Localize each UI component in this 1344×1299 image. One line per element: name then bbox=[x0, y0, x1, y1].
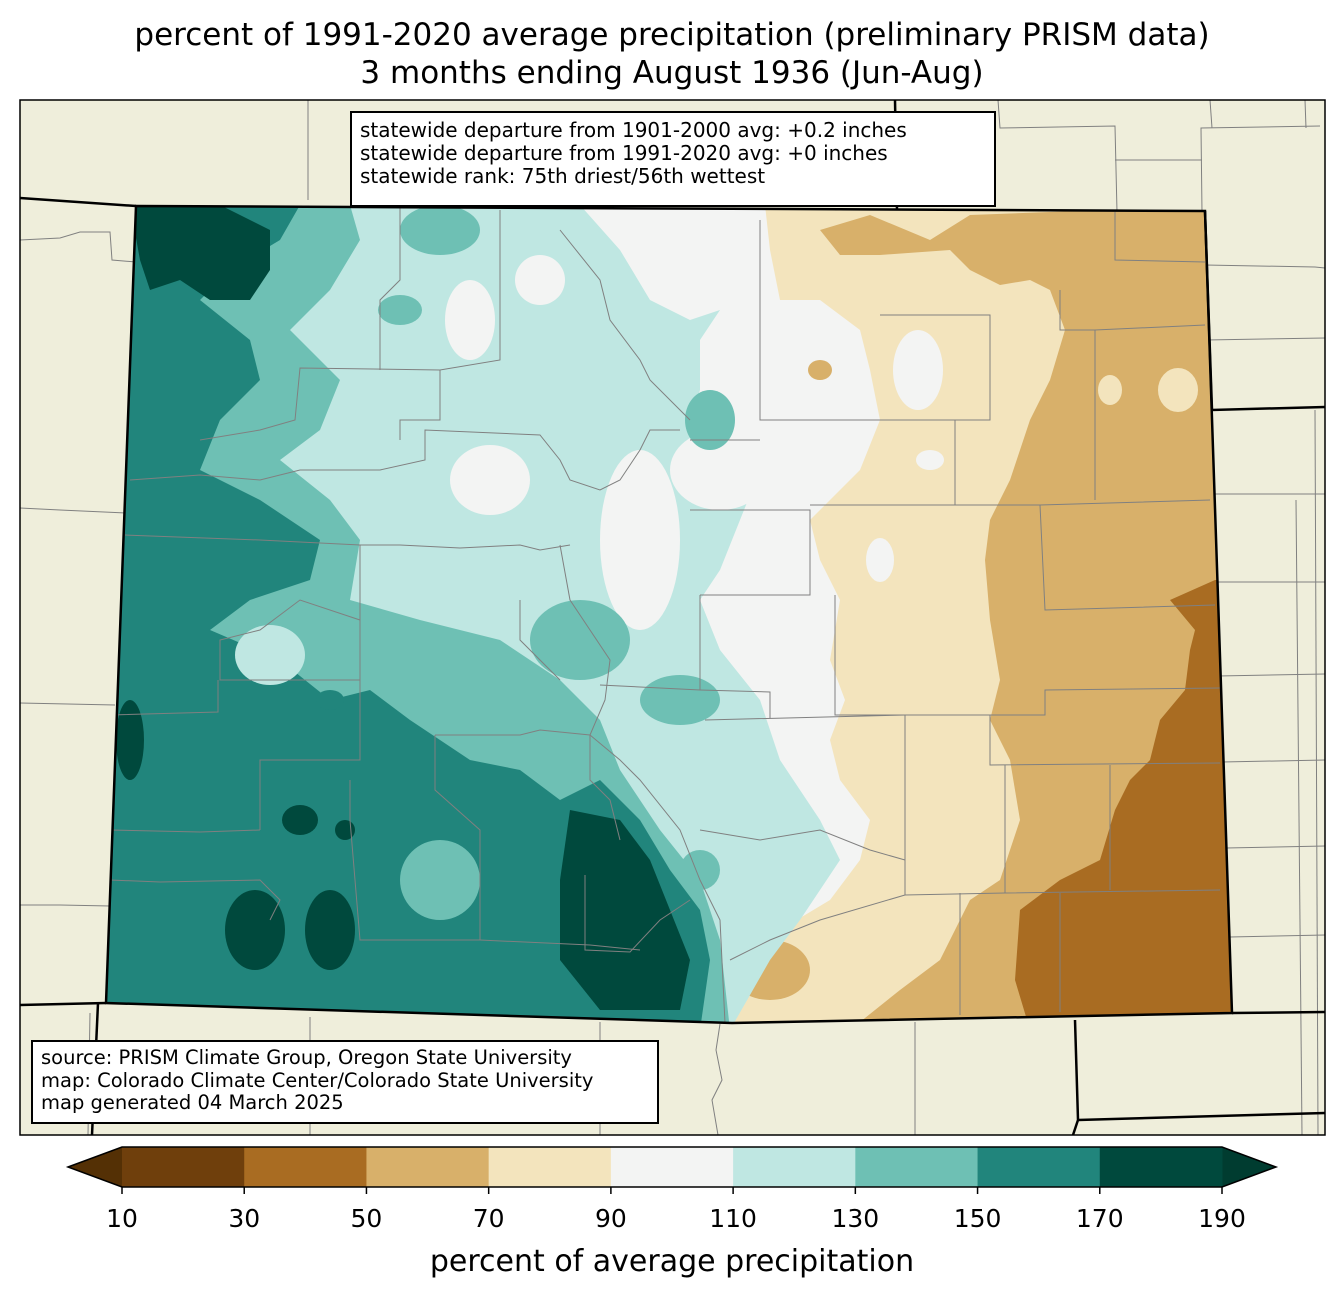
colorbar-swatch bbox=[366, 1147, 490, 1187]
colorbar-tick-label: 50 bbox=[350, 1204, 383, 1233]
state-borders bbox=[20, 100, 1325, 1135]
colorbar-tick-label: 10 bbox=[106, 1204, 138, 1233]
colorbar-tick-label: 130 bbox=[831, 1204, 880, 1233]
colorbar-swatch bbox=[855, 1147, 979, 1187]
colorbar-swatch bbox=[610, 1147, 734, 1187]
county-lines bbox=[109, 206, 1221, 1023]
colorbar-swatch bbox=[122, 1147, 245, 1187]
map-frame bbox=[19, 99, 1326, 1136]
colorbar-tick-label: 110 bbox=[709, 1204, 757, 1233]
colorbar-swatch bbox=[488, 1147, 612, 1187]
colorbar-tick-label: 150 bbox=[953, 1204, 1002, 1233]
colorbar-tick-label: 90 bbox=[594, 1204, 627, 1233]
source-line-2: map: Colorado Climate Center/Colorado St… bbox=[41, 1068, 594, 1092]
stats-line-1: statewide departure from 1901-2000 avg: … bbox=[360, 118, 907, 142]
colorbar-tick-label: 170 bbox=[1075, 1204, 1124, 1233]
statewide-stats-box: statewide departure from 1901-2000 avg: … bbox=[350, 111, 996, 207]
colorbar-swatch bbox=[733, 1147, 856, 1187]
colorbar-tick-label: 70 bbox=[472, 1204, 505, 1233]
map-title-line-2: 3 months ending August 1936 (Jun-Aug) bbox=[360, 55, 984, 91]
colorbar-swatch bbox=[1099, 1147, 1223, 1187]
colorbar-tick-label: 190 bbox=[1198, 1204, 1246, 1233]
source-box: source: PRISM Climate Group, Oregon Stat… bbox=[31, 1040, 659, 1124]
map-title-line-1: percent of 1991-2020 average precipitati… bbox=[134, 17, 1210, 53]
colorbar-swatch bbox=[244, 1147, 367, 1187]
precipitation-field bbox=[106, 206, 1232, 1023]
colorbar-swatch bbox=[977, 1147, 1101, 1187]
source-line-3: map generated 04 March 2025 bbox=[41, 1091, 344, 1114]
source-line-1: source: PRISM Climate Group, Oregon Stat… bbox=[41, 1046, 572, 1069]
stats-line-3: statewide rank: 75th driest/56th wettest bbox=[360, 164, 766, 188]
colorbar-tick-label: 30 bbox=[228, 1204, 261, 1233]
stats-line-2: statewide departure from 1991-2020 avg: … bbox=[360, 141, 888, 165]
colorbar-label: percent of average precipitation bbox=[429, 1244, 915, 1279]
colorbar bbox=[65, 1146, 1279, 1194]
colorbar-over-arrow bbox=[1222, 1147, 1276, 1187]
colorbar-under-arrow bbox=[68, 1147, 122, 1187]
